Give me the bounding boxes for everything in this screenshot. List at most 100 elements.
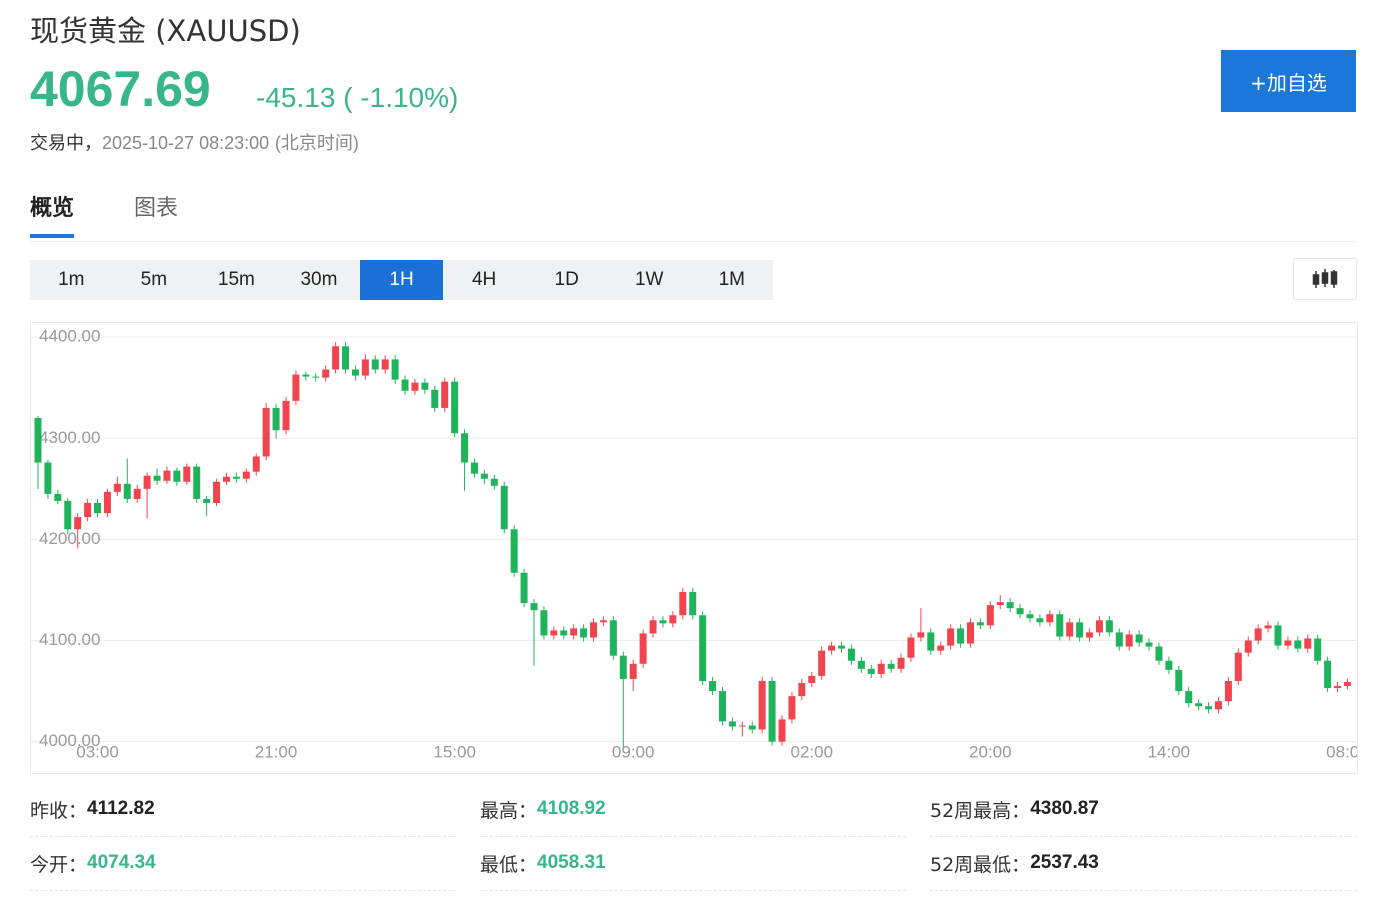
candle-body [966,622,974,644]
interval-button[interactable]: 4H [471,269,497,290]
candle-body [54,493,62,501]
interval-button[interactable]: 15m [217,269,255,290]
stat-value: 4380.87 [1030,798,1099,819]
candle-body [947,628,955,646]
candle-body [1056,614,1064,637]
stat-item: 最低： 4058.31 [480,836,906,891]
candle-body [659,620,667,624]
candle-body [748,725,756,730]
add-watchlist-button[interactable]: +加自选 [1221,50,1356,112]
change: -45.13 ( -1.10%) [256,82,458,114]
candle-body [1244,640,1252,653]
candle-body [461,433,469,463]
candle-body [599,620,607,623]
candle-body [857,660,865,669]
interval-button[interactable]: 5m [140,269,168,290]
candle-body [1165,660,1173,670]
candle-body [173,470,181,482]
tab[interactable]: 图表 [134,196,179,221]
candle-body [550,630,558,636]
candle-body [1264,625,1272,629]
candle-body [342,346,350,370]
candle-body [1195,703,1203,707]
candle-body [1343,681,1351,687]
candle-body [302,374,310,377]
candle-body [1016,608,1024,615]
candle-body [1095,620,1103,633]
candle-body [163,470,171,481]
candle-body [381,359,389,370]
candle-body [1284,640,1292,646]
candle-body [441,381,449,408]
candle-body [1086,632,1094,638]
candle-body [738,725,746,727]
candle-body [64,500,72,530]
interval-button[interactable]: 1H [360,260,443,300]
candle-body [113,483,121,492]
interval-button[interactable]: 1m [58,269,85,290]
code: (XAUUSD) [155,14,301,48]
candle-body [718,691,726,722]
time: 2025-10-27 08:23:00 [102,133,270,153]
y-tick-label: 4200.00 [39,529,100,548]
stat-item: 52周最高： 4380.87 [930,782,1357,837]
candle-body [252,456,260,472]
candle-body [1026,614,1034,619]
interval-button[interactable]: 1M [718,269,745,290]
candle-body [34,418,42,463]
stat-value: 4112.82 [87,798,155,819]
tab[interactable]: 概览 [30,190,75,238]
x-tick-label: 03:00 [76,742,119,761]
stat-label: 最高： [480,799,538,822]
candle-body [867,668,875,674]
candle-body [391,359,399,380]
candle-body [1105,620,1113,633]
x-tick-label: 14:00 [1148,742,1191,761]
stat-label: 今开： [30,853,88,876]
candle-body [570,628,578,636]
chart-type-button[interactable] [1293,258,1357,300]
candle-body [758,680,766,730]
candle-body [1115,632,1123,647]
candle-body [401,379,409,391]
candle-body [808,675,816,683]
candle-body [986,605,994,626]
candle-body [312,376,320,378]
candle-body [540,610,548,636]
stat-label: 52周最低： [930,853,1031,876]
change-percent: ( -1.10%) [343,82,459,113]
candle-body [1175,669,1183,692]
candle-icon [1312,269,1338,288]
candle-body [1145,642,1153,647]
candle-body [927,632,935,651]
candle-body [907,637,915,658]
candle-body [371,359,379,370]
stat-value: 4058.31 [537,852,606,873]
candle-body [590,622,598,638]
interval-button[interactable]: 1W [634,269,664,290]
candle-body [1274,625,1282,646]
x-tick-label: 20:00 [969,742,1012,761]
candle-body [44,462,52,494]
candle-body [1234,652,1242,681]
candle-body [1304,638,1312,649]
candle-body [351,369,359,376]
candle-body [609,620,617,656]
stat-value: 4108.92 [537,798,606,819]
status-line: 交易中，2025-10-27 08:23:00 (北京时间) [30,129,359,155]
candle-body [84,503,92,518]
stat-value: 2537.43 [1030,852,1099,873]
candle-body [222,476,230,482]
interval-button[interactable]: 1D [554,269,579,290]
candle-body [996,602,1004,606]
candle-body [619,655,627,679]
candle-body [887,663,895,669]
candle-body [669,615,677,624]
candle-body [94,503,102,514]
stat-label: 昨收： [30,799,88,822]
interval-button[interactable]: 30m [300,269,338,290]
candle-body [798,683,806,697]
candle-body [74,517,82,530]
candle-body [649,620,657,634]
candle-body [262,407,270,457]
